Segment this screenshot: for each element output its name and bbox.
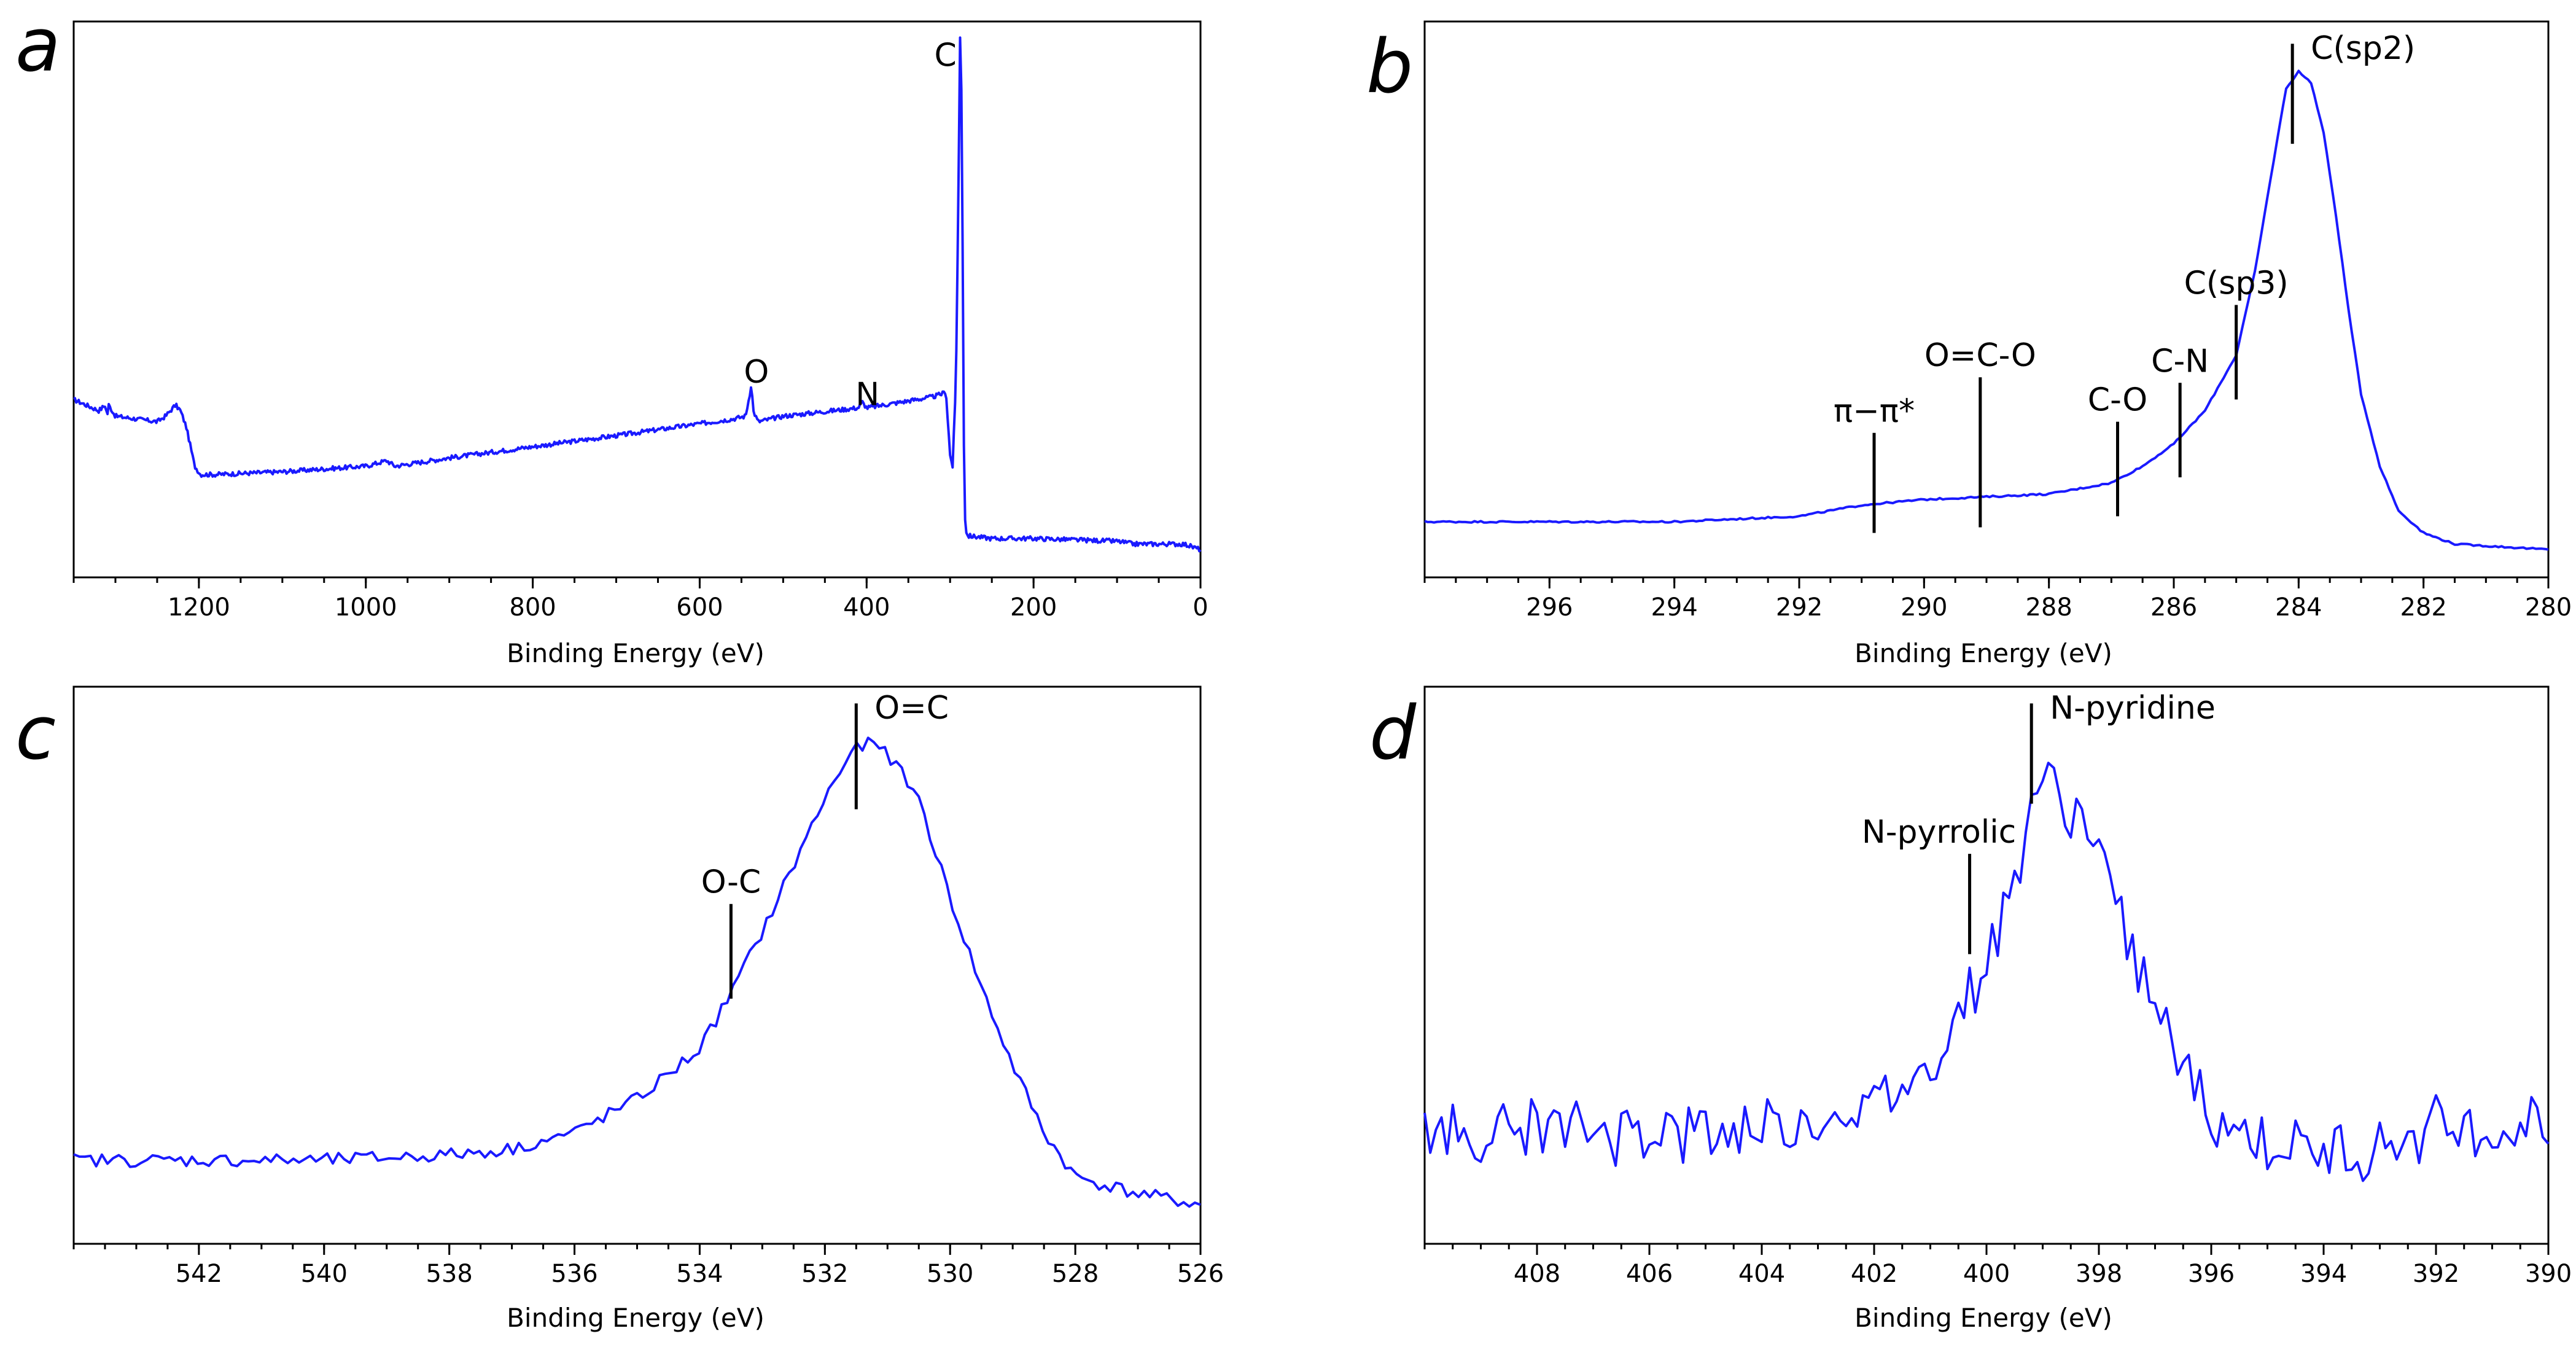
x-tick-label: 200: [1010, 593, 1057, 622]
x-tick-label: 406: [1626, 1260, 1673, 1288]
x-tick-label: 280: [2525, 593, 2572, 622]
x-tick-label: 292: [1776, 593, 1823, 622]
peak-label: O-C: [701, 864, 761, 901]
x-tick-label: 396: [2188, 1260, 2235, 1288]
plot-area-c: 542 540 538 536 534 532 530 528 526 O=C O-C: [72, 685, 1224, 1288]
panel-c-o1s: c 542 540 538 536 534 532 530 528 526 O=C O-C Bind…: [15, 685, 1224, 1333]
spectrum-line-a: [73, 36, 1202, 553]
x-tick-label: 538: [426, 1260, 472, 1288]
spectrum-line-d: [1423, 762, 2550, 1182]
x-axis-label-b: Binding Energy (eV): [1854, 638, 2112, 668]
x-tick-label: 600: [676, 593, 723, 622]
peak-label: N-pyridine: [2050, 690, 2216, 727]
x-tick-label: 400: [1963, 1260, 2010, 1288]
x-tick-label: 404: [1738, 1260, 1785, 1288]
x-tick-label: 1000: [335, 593, 397, 622]
x-tick-label: 286: [2150, 593, 2197, 622]
plot-area-b: 296 294 292 290 288 286 284 282 280 C(sp2) C(sp3) C…: [1423, 20, 2572, 622]
plot-area-a: 1200 1000 800 600 400 200 0 C O N: [72, 20, 1208, 622]
peak-label: N: [855, 376, 879, 413]
panel-b-c1s: b 296 294 292 290 288 286 284 282 280 C(sp2) C(sp3…: [1366, 20, 2572, 668]
plot-area-d: 408 406 404 402 400 398 396 394 392 390 N-pyridine…: [1423, 685, 2572, 1288]
peak-label: π−π*: [1834, 393, 1915, 430]
peak-label: C(sp3): [2184, 265, 2289, 302]
spectrum-line-c: [73, 736, 1201, 1208]
x-tick-label: 800: [509, 593, 556, 622]
x-tick-label: 540: [301, 1260, 348, 1288]
x-tick-label: 398: [2076, 1260, 2122, 1288]
x-tick-label: 542: [176, 1260, 222, 1288]
x-axis-label-c: Binding Energy (eV): [507, 1303, 765, 1333]
x-tick-label: 282: [2400, 593, 2446, 622]
peak-label: C-O: [2088, 382, 2147, 419]
x-tick-label: 530: [927, 1260, 973, 1288]
x-tick-label: 394: [2300, 1260, 2347, 1288]
x-tick-label: 1200: [168, 593, 230, 622]
x-tick-label: 0: [1193, 593, 1208, 622]
peak-label: O: [744, 354, 769, 391]
panel-a-survey: a 1200 1000 800 600 400 200 0 C O N Binding Energ…: [15, 3, 1208, 668]
x-tick-label: 402: [1851, 1260, 1897, 1288]
panel-letter-b: b: [1366, 25, 1413, 110]
panel-letter-a: a: [15, 3, 61, 88]
panel-letter-c: c: [15, 691, 56, 776]
peak-label: C: [934, 37, 956, 74]
panel-d-n1s: d 408 406 404 402 400 398 396 394 392 390 N-pyridi…: [1369, 685, 2572, 1333]
x-tick-label: 296: [1526, 593, 1573, 622]
x-tick-label: 290: [1901, 593, 1947, 622]
x-tick-label: 392: [2413, 1260, 2459, 1288]
x-tick-label: 294: [1651, 593, 1697, 622]
peak-label: C-N: [2151, 343, 2209, 380]
x-tick-label: 526: [1177, 1260, 1224, 1288]
x-tick-label: 528: [1052, 1260, 1099, 1288]
plot-frame: [1423, 20, 2550, 579]
peak-label: O=C-O: [1924, 337, 2036, 374]
x-tick-label: 408: [1514, 1260, 1560, 1288]
x-tick-label: 536: [551, 1260, 597, 1288]
x-axis-label-d: Binding Energy (eV): [1854, 1303, 2112, 1333]
x-tick-label: 284: [2275, 593, 2322, 622]
spectrum-line-b: [1424, 69, 2549, 551]
x-tick-label: 400: [843, 593, 890, 622]
peak-label: O=C: [874, 690, 949, 727]
peak-label: C(sp2): [2311, 30, 2415, 67]
x-tick-label: 390: [2525, 1260, 2572, 1288]
x-axis-label-a: Binding Energy (eV): [507, 638, 765, 668]
plot-frame: [72, 20, 1202, 579]
x-tick-label: 288: [2025, 593, 2072, 622]
peak-label: N-pyrrolic: [1862, 814, 2016, 851]
panel-letter-d: d: [1369, 691, 1417, 776]
x-tick-label: 532: [801, 1260, 848, 1288]
x-tick-label: 534: [676, 1260, 723, 1288]
